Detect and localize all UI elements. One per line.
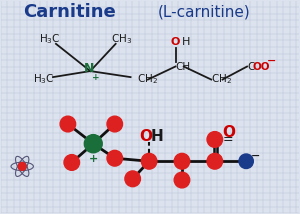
Text: =: = <box>222 133 233 146</box>
Circle shape <box>239 154 253 168</box>
Text: CH$_3$: CH$_3$ <box>111 32 132 46</box>
Text: H: H <box>182 37 190 47</box>
Text: N: N <box>84 62 94 75</box>
Circle shape <box>107 116 122 132</box>
Circle shape <box>60 116 76 132</box>
Circle shape <box>125 171 140 187</box>
Text: O: O <box>222 125 235 140</box>
Circle shape <box>174 172 190 188</box>
Text: H: H <box>151 129 163 144</box>
Circle shape <box>84 135 102 153</box>
Circle shape <box>141 153 157 169</box>
Circle shape <box>174 153 190 169</box>
Text: CH: CH <box>176 61 190 71</box>
Text: CH$_2$: CH$_2$ <box>136 73 158 86</box>
Text: H$_3$C: H$_3$C <box>33 73 55 86</box>
Text: O: O <box>171 37 180 47</box>
Text: +: + <box>92 73 100 82</box>
Text: −: − <box>266 55 276 65</box>
Text: H$_3$C: H$_3$C <box>39 32 61 46</box>
Text: +: + <box>88 155 98 164</box>
Text: (L-carnitine): (L-carnitine) <box>158 4 250 19</box>
Text: Carnitine: Carnitine <box>23 3 116 21</box>
Text: O: O <box>140 129 152 144</box>
Circle shape <box>107 150 122 166</box>
Text: CH$_2$: CH$_2$ <box>211 73 232 86</box>
Text: −: − <box>250 151 260 161</box>
Circle shape <box>64 155 80 170</box>
Circle shape <box>18 162 26 170</box>
Circle shape <box>207 153 223 169</box>
Text: OO: OO <box>253 61 270 71</box>
Circle shape <box>207 132 223 147</box>
Text: C: C <box>247 61 254 71</box>
